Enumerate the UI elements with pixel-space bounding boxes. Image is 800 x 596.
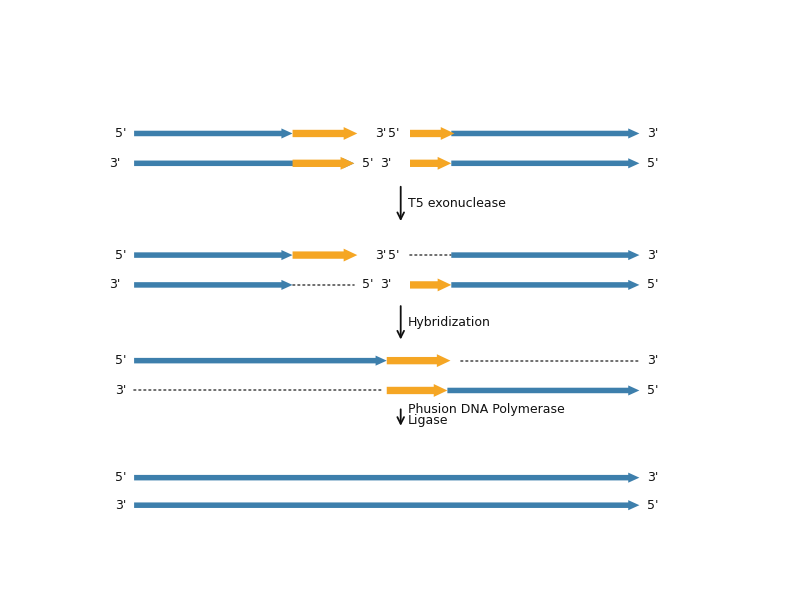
FancyArrow shape <box>451 250 639 260</box>
FancyArrow shape <box>447 386 639 396</box>
Text: 5': 5' <box>388 127 399 140</box>
FancyArrow shape <box>293 157 354 170</box>
Text: 5': 5' <box>115 127 126 140</box>
FancyArrow shape <box>134 473 639 483</box>
FancyArrow shape <box>451 159 639 168</box>
FancyArrow shape <box>134 128 293 138</box>
FancyArrow shape <box>293 249 358 262</box>
Text: 5': 5' <box>647 278 658 291</box>
FancyArrow shape <box>134 280 293 290</box>
Text: Phusion DNA Polymerase: Phusion DNA Polymerase <box>408 403 565 416</box>
FancyArrow shape <box>134 356 386 366</box>
Text: 5': 5' <box>115 471 126 484</box>
Text: 3': 3' <box>647 471 658 484</box>
Text: Ligase: Ligase <box>408 414 449 427</box>
FancyArrow shape <box>410 157 451 170</box>
Text: 5': 5' <box>647 499 658 512</box>
Text: Hybridization: Hybridization <box>408 316 491 329</box>
Text: 5': 5' <box>388 249 399 262</box>
Text: 3': 3' <box>109 278 121 291</box>
Text: 5': 5' <box>115 249 126 262</box>
FancyArrow shape <box>451 280 639 290</box>
Text: 3': 3' <box>647 354 658 367</box>
Text: 3': 3' <box>375 127 386 140</box>
Text: T5 exonuclease: T5 exonuclease <box>408 197 506 210</box>
FancyArrow shape <box>451 128 639 138</box>
Text: 5': 5' <box>362 157 373 170</box>
FancyArrow shape <box>134 250 293 260</box>
Text: 3': 3' <box>115 384 126 397</box>
Text: 3': 3' <box>115 499 126 512</box>
FancyArrow shape <box>410 278 451 291</box>
Text: 5': 5' <box>115 354 126 367</box>
FancyArrow shape <box>386 384 447 397</box>
FancyArrow shape <box>134 159 354 168</box>
Text: 5': 5' <box>647 157 658 170</box>
Text: 3': 3' <box>380 157 391 170</box>
Text: 3': 3' <box>647 249 658 262</box>
Text: 5': 5' <box>362 278 373 291</box>
FancyArrow shape <box>134 500 639 510</box>
FancyArrow shape <box>410 127 454 140</box>
FancyArrow shape <box>386 354 450 367</box>
Text: 3': 3' <box>375 249 386 262</box>
Text: 3': 3' <box>109 157 121 170</box>
Text: 3': 3' <box>380 278 391 291</box>
Text: 5': 5' <box>647 384 658 397</box>
FancyArrow shape <box>293 127 358 140</box>
Text: 3': 3' <box>647 127 658 140</box>
